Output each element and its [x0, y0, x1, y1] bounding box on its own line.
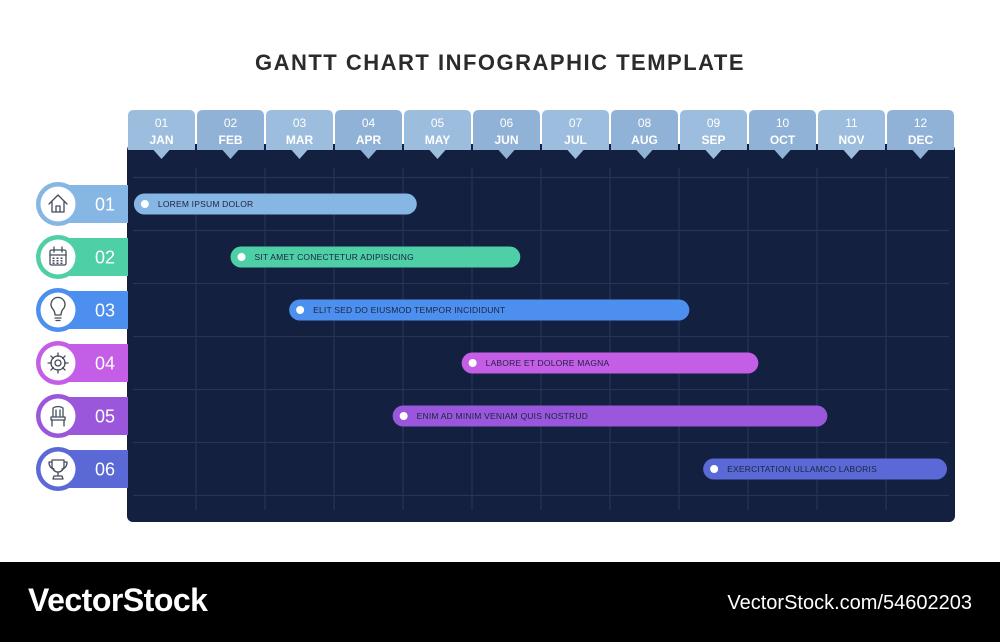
month-tab [542, 110, 609, 159]
month-name: MAY [425, 133, 451, 147]
month-name: OCT [770, 133, 796, 147]
month-name: MAR [286, 133, 314, 147]
task-row-05: 05 ENIM AD MINIM VENIAM QUIS NOSTRUD [36, 394, 828, 438]
footer-reference: VectorStock.com/54602203 [727, 592, 972, 614]
month-header-sep: 09 SEP [680, 110, 747, 159]
task-bar-label: ELIT SED DO EIUSMOD TEMPOR INCIDIDUNT [313, 305, 505, 315]
month-number: 06 [500, 116, 514, 130]
task-bar-label: ENIM AD MINIM VENIAM QUIS NOSTRUD [417, 411, 588, 421]
task-number: 06 [95, 460, 115, 480]
task-bar-label: LABORE ET DOLORE MAGNA [486, 358, 610, 368]
month-name: AUG [631, 133, 658, 147]
month-header-dec: 12 DEC [887, 110, 954, 159]
footer-brand: VectorStock [28, 582, 208, 618]
month-number: 03 [293, 116, 307, 130]
task-bar-label: EXERCITATION ULLAMCO LABORIS [727, 464, 877, 474]
task-bar [289, 299, 690, 321]
task-row-02: 02 SIT AMET CONECTETUR ADIPISICING [36, 235, 521, 279]
month-number: 12 [914, 116, 928, 130]
month-header-jan: 01 JAN [128, 110, 195, 159]
task-icon-circle [40, 398, 76, 434]
month-tab [749, 110, 816, 159]
gear-icon [47, 352, 69, 374]
month-name: FEB [219, 133, 243, 147]
month-tab [128, 110, 195, 159]
task-bar-label: LOREM IPSUM DOLOR [158, 199, 254, 209]
task-number: 01 [95, 195, 115, 215]
task-icon-circle [40, 186, 76, 222]
task-number: 03 [95, 301, 115, 321]
month-header-mar: 03 MAR [266, 110, 333, 159]
month-number: 09 [707, 116, 721, 130]
chair-icon [50, 405, 66, 427]
home-icon [48, 194, 68, 213]
task-bar-dot [237, 253, 246, 261]
month-number: 01 [155, 116, 169, 130]
task-bar [461, 352, 759, 374]
task-bar [230, 246, 521, 268]
task-row-06: 06 EXERCITATION ULLAMCO LABORIS [36, 447, 947, 491]
month-number: 07 [569, 116, 583, 130]
footer-bar: VectorStock VectorStock.com/54602203 [0, 562, 1000, 642]
month-header-feb: 02 FEB [197, 110, 264, 159]
task-bar-dot [468, 359, 477, 367]
month-number: 02 [224, 116, 238, 130]
month-number: 11 [845, 116, 858, 130]
trophy-icon [48, 459, 68, 480]
task-bar-dot [296, 306, 305, 314]
month-header-nov: 11 NOV [818, 110, 885, 159]
task-bar-dot [710, 465, 719, 473]
month-tab [266, 110, 333, 159]
task-bar [703, 458, 947, 480]
task-bar-dot [140, 200, 149, 208]
task-row-03: 03 ELIT SED DO EIUSMOD TEMPOR INCIDIDUNT [36, 288, 690, 332]
task-icon-circle [40, 345, 76, 381]
task-bar-label: SIT AMET CONECTETUR ADIPISICING [255, 252, 414, 262]
month-tab [404, 110, 471, 159]
month-number: 08 [638, 116, 652, 130]
month-tab [197, 110, 264, 159]
month-tab [818, 110, 885, 159]
month-number: 04 [362, 116, 376, 130]
month-tab [680, 110, 747, 159]
month-tab [611, 110, 678, 159]
month-number: 05 [431, 116, 445, 130]
month-number: 10 [776, 116, 790, 130]
chart-grid [133, 168, 949, 510]
gantt-chart: 01 JAN 02 FEB 03 MAR 04 APR 05 MAY 06 JUN 07 JUL 08 AUG… [36, 110, 955, 522]
task-icon-circle [40, 451, 76, 487]
task-icon-circle [40, 239, 76, 275]
task-number: 04 [95, 354, 115, 374]
month-name: APR [356, 133, 382, 147]
lightbulb-icon [50, 296, 66, 322]
month-header-apr: 04 APR [335, 110, 402, 159]
task-bar [133, 193, 417, 215]
task-number: 05 [95, 407, 115, 427]
task-number: 02 [95, 248, 115, 268]
month-header-may: 05 MAY [404, 110, 471, 159]
month-tab [473, 110, 540, 159]
month-header-oct: 10 OCT [749, 110, 816, 159]
month-header-aug: 08 AUG [611, 110, 678, 159]
month-tab [335, 110, 402, 159]
task-bar [392, 405, 828, 427]
task-bar-dot [399, 412, 408, 420]
month-name: DEC [908, 133, 934, 147]
task-row-01: 01 LOREM IPSUM DOLOR [36, 182, 417, 226]
month-name: JAN [149, 133, 173, 147]
month-tab [887, 110, 954, 159]
chart-title: GANTT CHART INFOGRAPHIC TEMPLATE [254, 50, 745, 75]
month-name: NOV [838, 133, 864, 147]
task-icon-circle [40, 292, 76, 328]
month-name: JUL [564, 133, 587, 147]
month-header-jun: 06 JUN [473, 110, 540, 159]
calendar-icon [49, 246, 67, 266]
month-header-jul: 07 JUL [542, 110, 609, 159]
month-name: SEP [701, 133, 725, 147]
task-row-04: 04 LABORE ET DOLORE MAGNA [36, 341, 759, 385]
month-name: JUN [494, 133, 518, 147]
